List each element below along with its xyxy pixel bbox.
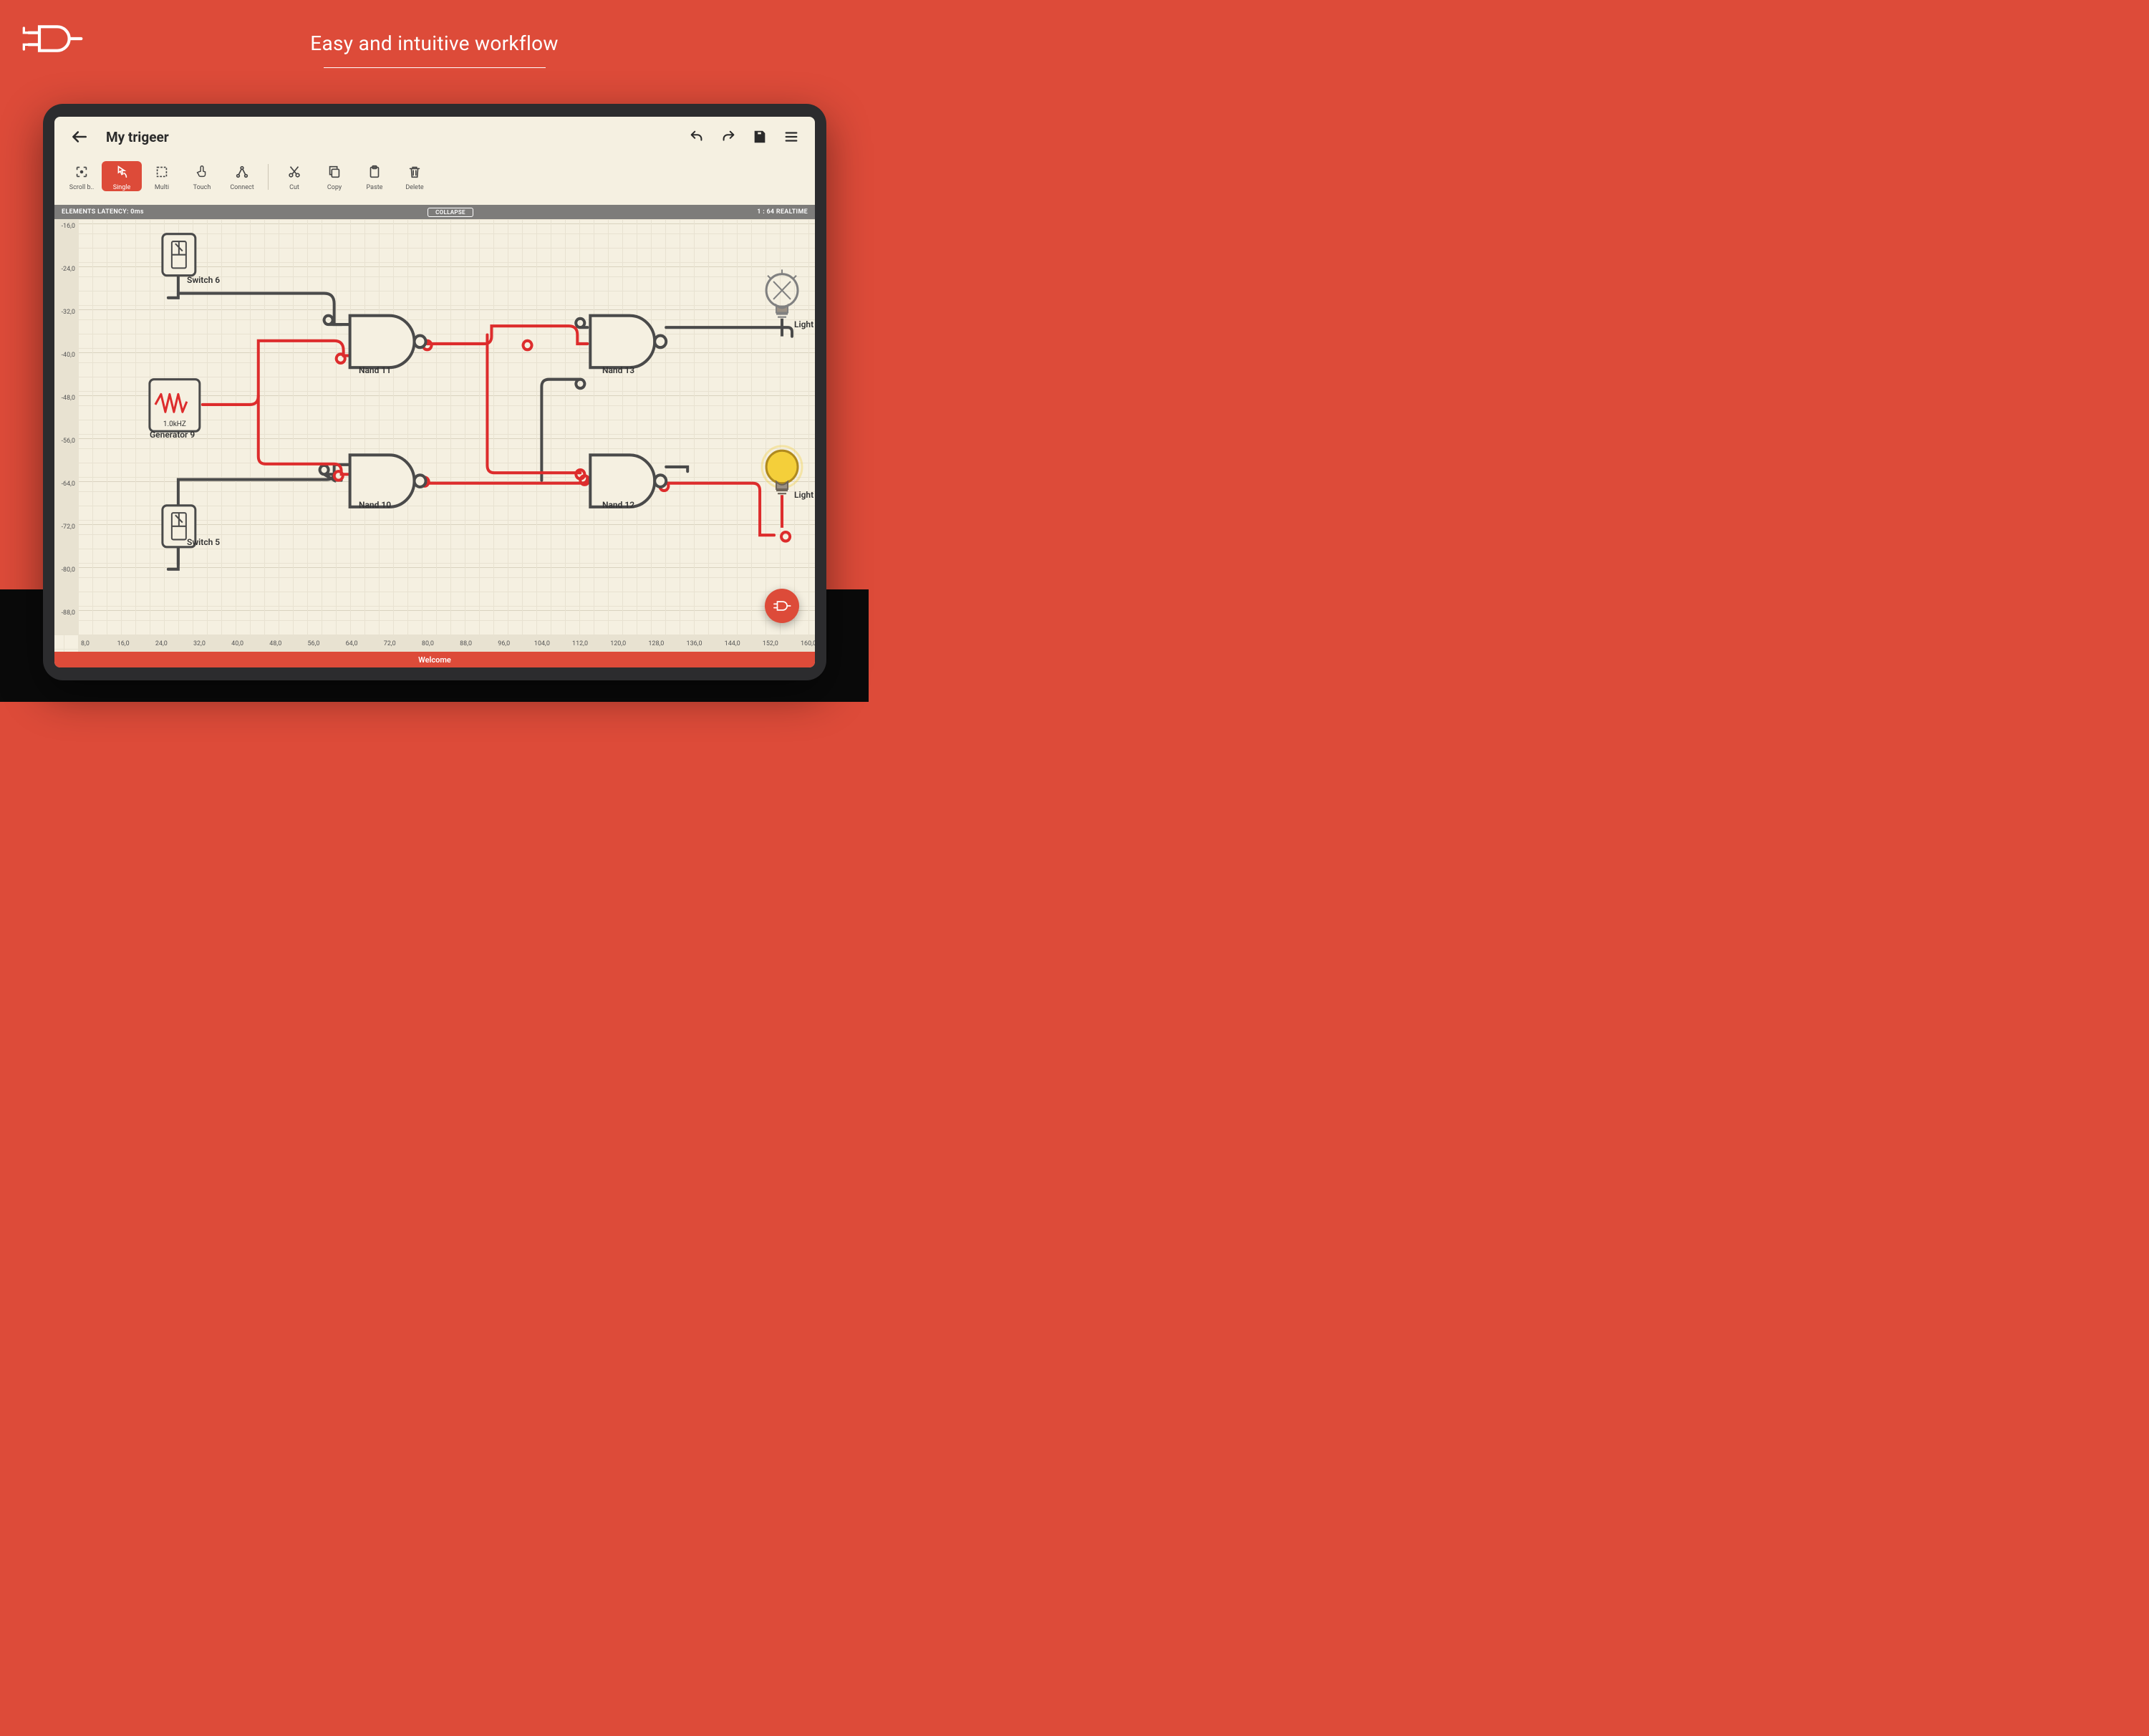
canvas-area[interactable]: -16,0 -24,0 -32,0 -40,0 -48,0 -56,0 -64,0 -72,0… [54, 219, 815, 652]
x-tick: 32,0 [193, 640, 206, 647]
x-tick: 128,0 [648, 640, 664, 647]
component-light-7[interactable] [762, 446, 802, 528]
y-axis: -16,0 -24,0 -32,0 -40,0 -48,0 -56,0 -64,0 -72,0… [54, 219, 78, 635]
tool-paste[interactable]: Paste [354, 161, 395, 191]
y-tick: -56,0 [62, 438, 75, 445]
tool-touch[interactable]: Touch [182, 161, 222, 191]
label-generator-9: Generator 9 [150, 430, 195, 440]
undo-button[interactable] [689, 129, 705, 145]
component-generator-9[interactable]: 1.0kHZ [150, 380, 200, 432]
x-tick: 80,0 [422, 640, 434, 647]
label-nand-10: Nand 10 [359, 500, 391, 510]
toolbar-separator [268, 164, 269, 190]
y-tick: -48,0 [62, 395, 75, 402]
x-tick: 112,0 [572, 640, 588, 647]
x-tick: 144,0 [725, 640, 740, 647]
tool-connect[interactable]: Connect [222, 161, 262, 191]
y-tick: -64,0 [62, 481, 75, 488]
y-tick: -80,0 [62, 566, 75, 574]
label-nand-11: Nand 11 [359, 365, 391, 375]
y-tick: -40,0 [62, 352, 75, 359]
x-tick: 64,0 [346, 640, 358, 647]
device-frame: My trigeer Scroll b.. [43, 104, 826, 680]
label-light-8: Light 8 [794, 319, 815, 329]
tool-single-label: Single [113, 184, 131, 191]
x-tick: 56,0 [307, 640, 319, 647]
collapse-button[interactable]: COLLAPSE [428, 208, 473, 217]
component-nand-13[interactable] [590, 316, 666, 367]
svg-text:1.0kHZ: 1.0kHZ [163, 420, 186, 428]
x-tick: 120,0 [610, 640, 626, 647]
tool-copy-label: Copy [327, 184, 342, 191]
label-switch-6: Switch 6 [187, 275, 220, 285]
tool-cut-label: Cut [289, 184, 299, 191]
tool-delete-label: Delete [405, 184, 423, 191]
tool-connect-label: Connect [230, 184, 253, 191]
x-tick: 24,0 [155, 640, 168, 647]
status-ratio: 1 : 64 REALTIME [757, 208, 808, 216]
back-button[interactable] [70, 127, 89, 146]
label-nand-12: Nand 12 [602, 500, 634, 510]
tool-single[interactable]: Single [102, 161, 142, 191]
x-tick: 8,0 [81, 640, 90, 647]
menu-button[interactable] [783, 129, 799, 145]
x-tick: 160,0 [801, 640, 815, 647]
label-light-7: Light 7 [794, 490, 815, 500]
y-tick: -88,0 [62, 609, 75, 617]
x-axis: 8,0 16,0 24,0 32,0 40,0 48,0 56,0 64,0 72,0 80,0 8… [78, 635, 815, 652]
tool-multi[interactable]: Multi [142, 161, 182, 191]
bottom-bar-label: Welcome [418, 655, 451, 665]
x-tick: 96,0 [498, 640, 510, 647]
redo-button[interactable] [720, 129, 736, 145]
component-nand-11[interactable] [350, 316, 426, 367]
label-switch-5: Switch 5 [187, 537, 220, 547]
add-component-fab[interactable] [765, 589, 799, 623]
titlebar: My trigeer [54, 117, 815, 157]
x-tick: 72,0 [384, 640, 396, 647]
x-tick: 136,0 [687, 640, 702, 647]
x-tick: 104,0 [534, 640, 550, 647]
x-tick: 152,0 [763, 640, 778, 647]
component-nand-10[interactable] [350, 455, 426, 507]
status-latency: ELEMENTS LATENCY: 0ms [62, 208, 144, 216]
x-tick: 48,0 [269, 640, 281, 647]
tool-touch-label: Touch [193, 184, 211, 191]
component-nand-12[interactable] [590, 455, 666, 507]
tool-delete[interactable]: Delete [395, 161, 435, 191]
save-button[interactable] [752, 129, 768, 145]
x-tick: 16,0 [117, 640, 130, 647]
x-tick: 40,0 [231, 640, 243, 647]
tool-scroll-label: Scroll b.. [69, 184, 95, 191]
app-screen: My trigeer Scroll b.. [54, 117, 815, 667]
project-title: My trigeer [106, 129, 169, 145]
tool-cut[interactable]: Cut [274, 161, 314, 191]
component-switch-6[interactable] [163, 234, 195, 276]
label-nand-13: Nand 13 [602, 365, 634, 375]
y-tick: -16,0 [62, 223, 75, 230]
tool-copy[interactable]: Copy [314, 161, 354, 191]
promo-underline [324, 67, 546, 68]
tool-multi-label: Multi [155, 184, 169, 191]
promo-tagline: Easy and intuitive workflow [0, 32, 869, 55]
toolbar: Scroll b.. Single Multi Touch Connect [54, 160, 815, 204]
tool-scroll[interactable]: Scroll b.. [62, 161, 102, 191]
bottom-bar[interactable]: Welcome [54, 652, 815, 667]
status-bar: ELEMENTS LATENCY: 0ms COLLAPSE 1 : 64 RE… [54, 205, 815, 219]
y-tick: -32,0 [62, 309, 75, 316]
tool-paste-label: Paste [367, 184, 383, 191]
schematic: 1.0kHZ [78, 219, 815, 635]
y-tick: -72,0 [62, 524, 75, 531]
y-tick: -24,0 [62, 266, 75, 273]
x-tick: 88,0 [460, 640, 472, 647]
